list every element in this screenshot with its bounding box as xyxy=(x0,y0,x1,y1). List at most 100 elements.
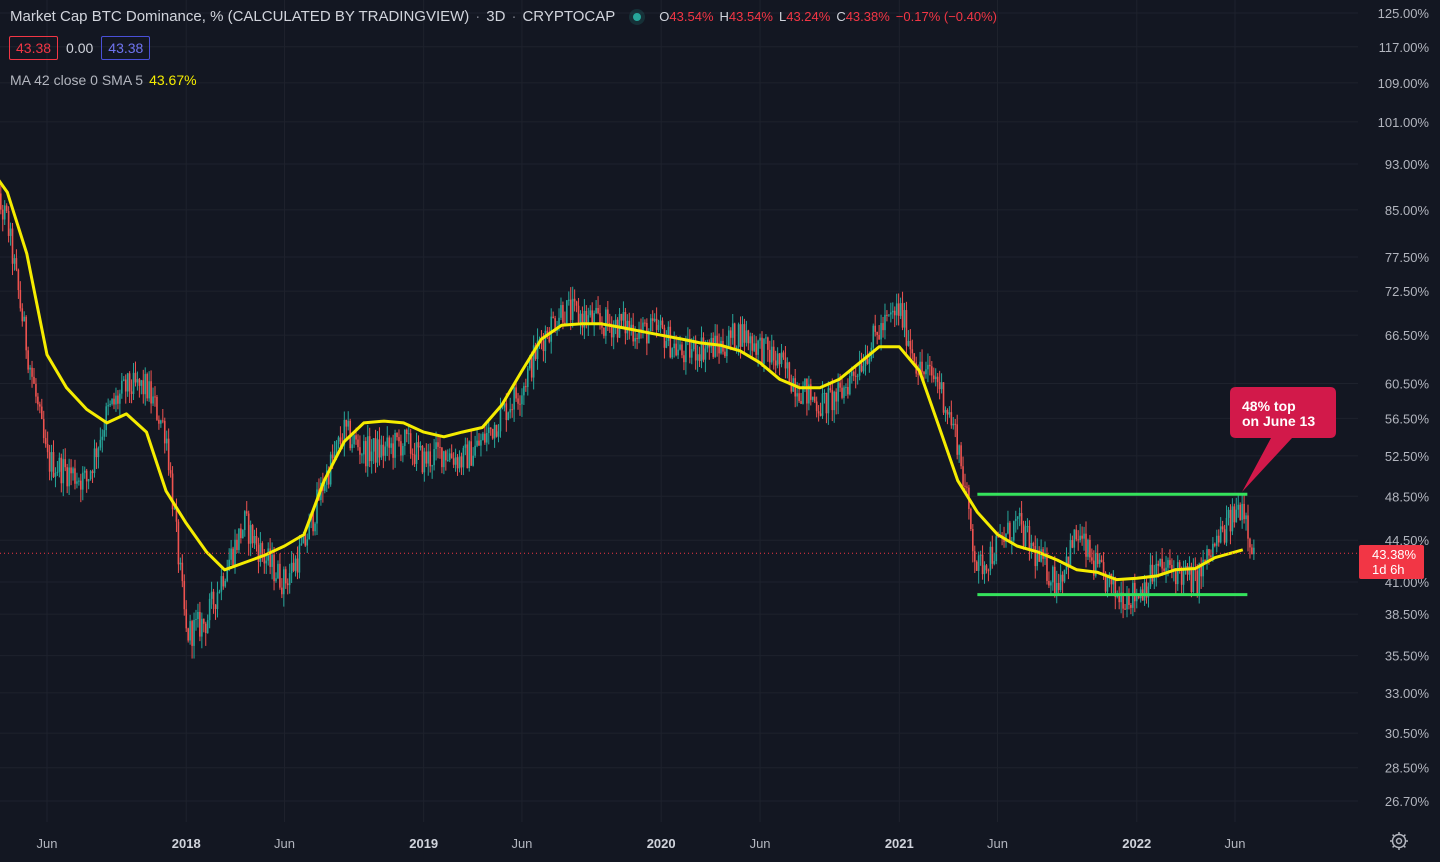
candle-body xyxy=(1026,526,1029,528)
candle-body xyxy=(228,559,230,571)
candle-body xyxy=(987,570,990,572)
candle-body xyxy=(850,371,853,377)
gear-icon[interactable] xyxy=(1390,832,1408,850)
ohlc-values: O43.54% H43.54% L43.24% C43.38% −0.17% (−0.4… xyxy=(659,9,997,24)
candle-body xyxy=(179,562,182,565)
candle-body xyxy=(1071,540,1074,548)
candle-body xyxy=(1077,539,1080,541)
candle-body xyxy=(206,620,209,634)
candle-body xyxy=(439,446,441,448)
candle-body xyxy=(122,379,125,381)
high-value: 43.54% xyxy=(728,9,773,24)
candle-body xyxy=(784,357,787,369)
candle-body xyxy=(292,562,295,571)
candle-body xyxy=(419,445,422,448)
candle-body xyxy=(569,299,572,320)
candle-body xyxy=(275,578,277,582)
candle-body xyxy=(925,369,927,375)
candle-body xyxy=(197,611,199,619)
candle-body xyxy=(167,438,170,471)
candle-body xyxy=(821,393,824,416)
x-tick-label: 2019 xyxy=(409,836,438,851)
candle-body xyxy=(70,467,72,474)
y-tick-label: 48.50% xyxy=(1385,489,1430,504)
candle-body xyxy=(728,330,730,348)
buy-button[interactable]: 43.38 xyxy=(101,36,151,60)
candle-body xyxy=(152,396,154,404)
candle-body xyxy=(977,555,980,571)
candle-body xyxy=(589,310,592,316)
candle-body xyxy=(476,440,478,446)
indicator-legend[interactable]: MA 42 close 0 SMA 5 43.67% xyxy=(10,72,197,88)
candle-body xyxy=(296,558,299,573)
candle-body xyxy=(1118,594,1120,603)
candle-body xyxy=(1,209,4,220)
candle-body xyxy=(571,298,574,320)
y-tick-label: 35.50% xyxy=(1385,649,1430,664)
candle-body xyxy=(788,362,791,385)
candle-body xyxy=(130,391,133,394)
candle-body xyxy=(642,322,644,331)
symbol-title[interactable]: Market Cap BTC Dominance, % (CALCULATED … xyxy=(10,8,470,25)
candle-body xyxy=(202,618,205,624)
candle-body xyxy=(655,318,658,330)
annotation-callout[interactable]: 48% top on June 13 xyxy=(1230,387,1336,492)
candle-body xyxy=(1233,506,1236,523)
candle-body xyxy=(140,380,143,386)
candle-body xyxy=(31,367,33,377)
candle-body xyxy=(1091,557,1093,561)
candle-body xyxy=(562,305,564,323)
candle-body xyxy=(35,383,37,397)
candle-body xyxy=(58,457,61,472)
candle-body xyxy=(759,337,761,341)
candle-body xyxy=(441,447,443,468)
candle-body xyxy=(1217,535,1220,543)
interval-label[interactable]: 3D xyxy=(486,8,506,25)
candle-body xyxy=(363,441,365,455)
candle-body xyxy=(731,323,734,338)
candle-body xyxy=(115,395,117,405)
y-tick-label: 44.50% xyxy=(1385,533,1430,548)
candle-body xyxy=(690,349,693,358)
candle-body xyxy=(1180,570,1183,585)
candle-body xyxy=(259,543,262,562)
candle-body xyxy=(608,323,611,325)
candle-body xyxy=(796,393,798,397)
candle-body xyxy=(210,591,213,599)
sell-button[interactable]: 43.38 xyxy=(9,36,59,60)
candle-body xyxy=(87,479,90,482)
candle-body xyxy=(624,312,627,334)
candle-body xyxy=(435,442,437,450)
candle-body xyxy=(359,447,361,455)
candle-body xyxy=(404,429,406,446)
candle-body xyxy=(519,403,521,405)
symbol-legend: Market Cap BTC Dominance, % (CALCULATED … xyxy=(10,8,1003,25)
candle-body xyxy=(585,310,588,324)
candle-body xyxy=(966,486,968,488)
candle-body xyxy=(552,316,554,319)
candle-body xyxy=(907,340,910,346)
candle-body xyxy=(778,353,781,365)
candle-body xyxy=(813,396,816,402)
candle-body xyxy=(298,545,301,573)
x-tick-label: 2020 xyxy=(647,836,676,851)
candle-body xyxy=(489,427,492,429)
candle-body xyxy=(39,404,41,407)
candle-body xyxy=(632,324,634,342)
candle-body xyxy=(827,388,830,414)
candle-body xyxy=(376,439,379,463)
candle-body xyxy=(458,456,461,469)
y-tick-label: 60.50% xyxy=(1385,376,1430,391)
candle-body xyxy=(1169,560,1171,565)
candle-body xyxy=(37,396,39,405)
candle-body xyxy=(952,423,955,426)
candle-body xyxy=(44,438,47,445)
candle-body xyxy=(1174,569,1177,585)
candle-body xyxy=(893,310,896,316)
candle-body xyxy=(1114,577,1117,597)
candle-body xyxy=(507,412,510,421)
candle-body xyxy=(1126,595,1128,610)
